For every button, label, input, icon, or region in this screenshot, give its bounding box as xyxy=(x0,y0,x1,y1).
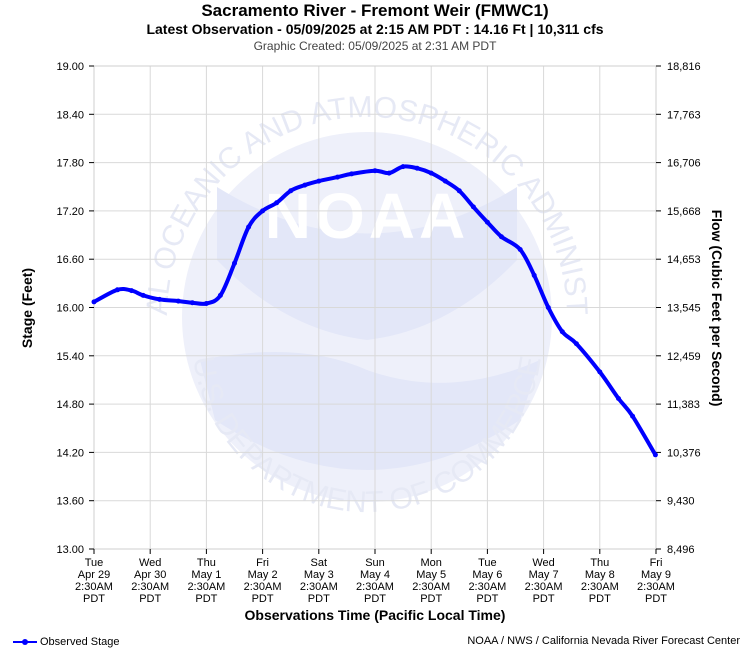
y-tick-label: 13.60 xyxy=(56,496,84,508)
observed-stage-point xyxy=(232,260,237,266)
observed-stage-point xyxy=(428,170,434,176)
x-tick-label: Tue May 6 2:30AM PDT xyxy=(468,557,506,605)
observed-stage-point xyxy=(484,219,490,225)
observed-stage-point xyxy=(573,341,579,347)
y-tick-label: 18.40 xyxy=(56,109,84,121)
y-tick-label: 16.00 xyxy=(56,303,84,315)
legend-label: Observed Stage xyxy=(40,636,120,648)
observed-stage-point xyxy=(203,301,209,306)
observed-stage-point xyxy=(274,200,280,206)
observed-stage-point xyxy=(630,413,636,419)
observed-stage-point xyxy=(335,174,340,180)
x-tick-label: Thu May 8 2:30AM PDT xyxy=(581,557,619,605)
x-tick-label: Fri May 9 2:30AM PDT xyxy=(637,557,675,605)
x-tick-label: Thu May 1 2:30AM PDT xyxy=(187,557,225,605)
y2-tick-label: 14,653 xyxy=(667,254,701,266)
y2-tick-label: 16,706 xyxy=(667,158,701,170)
legend-line-icon xyxy=(13,639,37,645)
x-tick-label: Sun May 4 2:30AM PDT xyxy=(356,557,394,605)
y2-tick-label: 15,668 xyxy=(667,206,701,218)
y-axis-left: 19.00 18.40 17.80 17.20 16.60 16.00 15.40 14.80… xyxy=(56,61,94,556)
observed-stage-point xyxy=(260,208,266,214)
observed-stage-point xyxy=(217,292,223,298)
observed-stage-point xyxy=(349,171,355,177)
observed-stage-point xyxy=(189,300,195,306)
observed-stage-point xyxy=(400,164,406,170)
y-axis-title: Stage (Feet) xyxy=(19,268,35,348)
observed-stage-point xyxy=(545,305,551,310)
observed-stage-point xyxy=(91,299,97,305)
y2-tick-label: 11,383 xyxy=(667,399,700,411)
observed-stage-point xyxy=(559,329,565,335)
observed-stage-point xyxy=(652,452,658,458)
observed-stage-point xyxy=(246,224,252,230)
observed-stage-point xyxy=(129,288,134,294)
y-tick-label: 13.00 xyxy=(56,544,84,556)
y2-tick-label: 9,430 xyxy=(667,496,695,508)
chart-grid xyxy=(93,65,657,550)
y2-tick-label: 17,763 xyxy=(667,109,701,121)
observed-stage-point xyxy=(442,178,448,184)
legend: Observed Stage xyxy=(12,636,120,648)
observed-stage-point xyxy=(470,204,476,210)
y-tick-label: 15.40 xyxy=(56,351,84,363)
observed-stage-point xyxy=(157,296,163,302)
noaa-logo-text: NOAA xyxy=(265,180,469,252)
y-tick-label: 14.20 xyxy=(56,447,84,459)
observed-stage-point xyxy=(140,292,146,298)
observed-stage-point xyxy=(531,272,537,278)
observed-stage-point xyxy=(175,298,181,304)
latest-observation-subtitle: Latest Observation - 05/09/2025 at 2:15 … xyxy=(146,21,604,37)
observed-stage-point xyxy=(114,287,120,293)
y2-tick-label: 13,545 xyxy=(667,303,701,315)
observed-stage-point xyxy=(456,188,462,194)
x-tick-label: Tue Apr 29 2:30AM PDT xyxy=(75,557,113,605)
observed-stage-point xyxy=(386,170,392,176)
y2-tick-label: 12,459 xyxy=(667,351,701,363)
observed-stage-point xyxy=(616,396,621,401)
y-axis-right: 18,816 17,763 16,706 15,668 14,653 13,545 12,4… xyxy=(656,61,701,556)
observed-stage-point xyxy=(414,165,420,171)
agency-credit: NOAA / NWS / California Nevada River For… xyxy=(467,635,740,647)
chart-title: Sacramento River - Fremont Weir (FMWC1) xyxy=(201,1,549,20)
x-tick-label: Mon May 5 2:30AM PDT xyxy=(412,557,450,605)
y2-axis-title: Flow (Cubic Feet per Second) xyxy=(709,210,725,407)
y-tick-label: 16.60 xyxy=(56,254,84,266)
x-tick-label: Wed Apr 30 2:30AM PDT xyxy=(131,557,169,605)
y2-tick-label: 8,496 xyxy=(667,544,695,556)
y-tick-label: 17.80 xyxy=(56,158,84,170)
graphic-created-text: Graphic Created: 05/09/2025 at 2:31 AM P… xyxy=(253,39,497,53)
y-tick-label: 17.20 xyxy=(56,206,84,218)
y-tick-label: 19.00 xyxy=(56,61,84,73)
x-axis-title: Observations Time (Pacific Local Time) xyxy=(245,607,506,623)
observed-stage-point xyxy=(372,168,378,174)
observed-stage-point xyxy=(288,188,294,194)
observed-stage-point xyxy=(316,178,322,184)
observed-stage-point xyxy=(498,234,504,240)
x-tick-label: Fri May 2 2:30AM PDT xyxy=(244,557,282,605)
x-tick-label: Sat May 3 2:30AM PDT xyxy=(300,557,338,605)
x-axis: Tue Apr 29 2:30AM PDT Wed Apr 30 2:30AM PDT Thu M… xyxy=(75,549,675,605)
y2-tick-label: 10,376 xyxy=(667,447,701,459)
y2-tick-label: 18,816 xyxy=(667,61,701,73)
observed-stage-series xyxy=(91,164,658,458)
x-tick-label: Wed May 7 2:30AM PDT xyxy=(525,557,563,605)
observed-stage-point xyxy=(302,182,308,188)
observed-stage-point xyxy=(517,247,523,252)
observed-stage-point xyxy=(597,369,603,375)
y-tick-label: 14.80 xyxy=(56,399,84,411)
